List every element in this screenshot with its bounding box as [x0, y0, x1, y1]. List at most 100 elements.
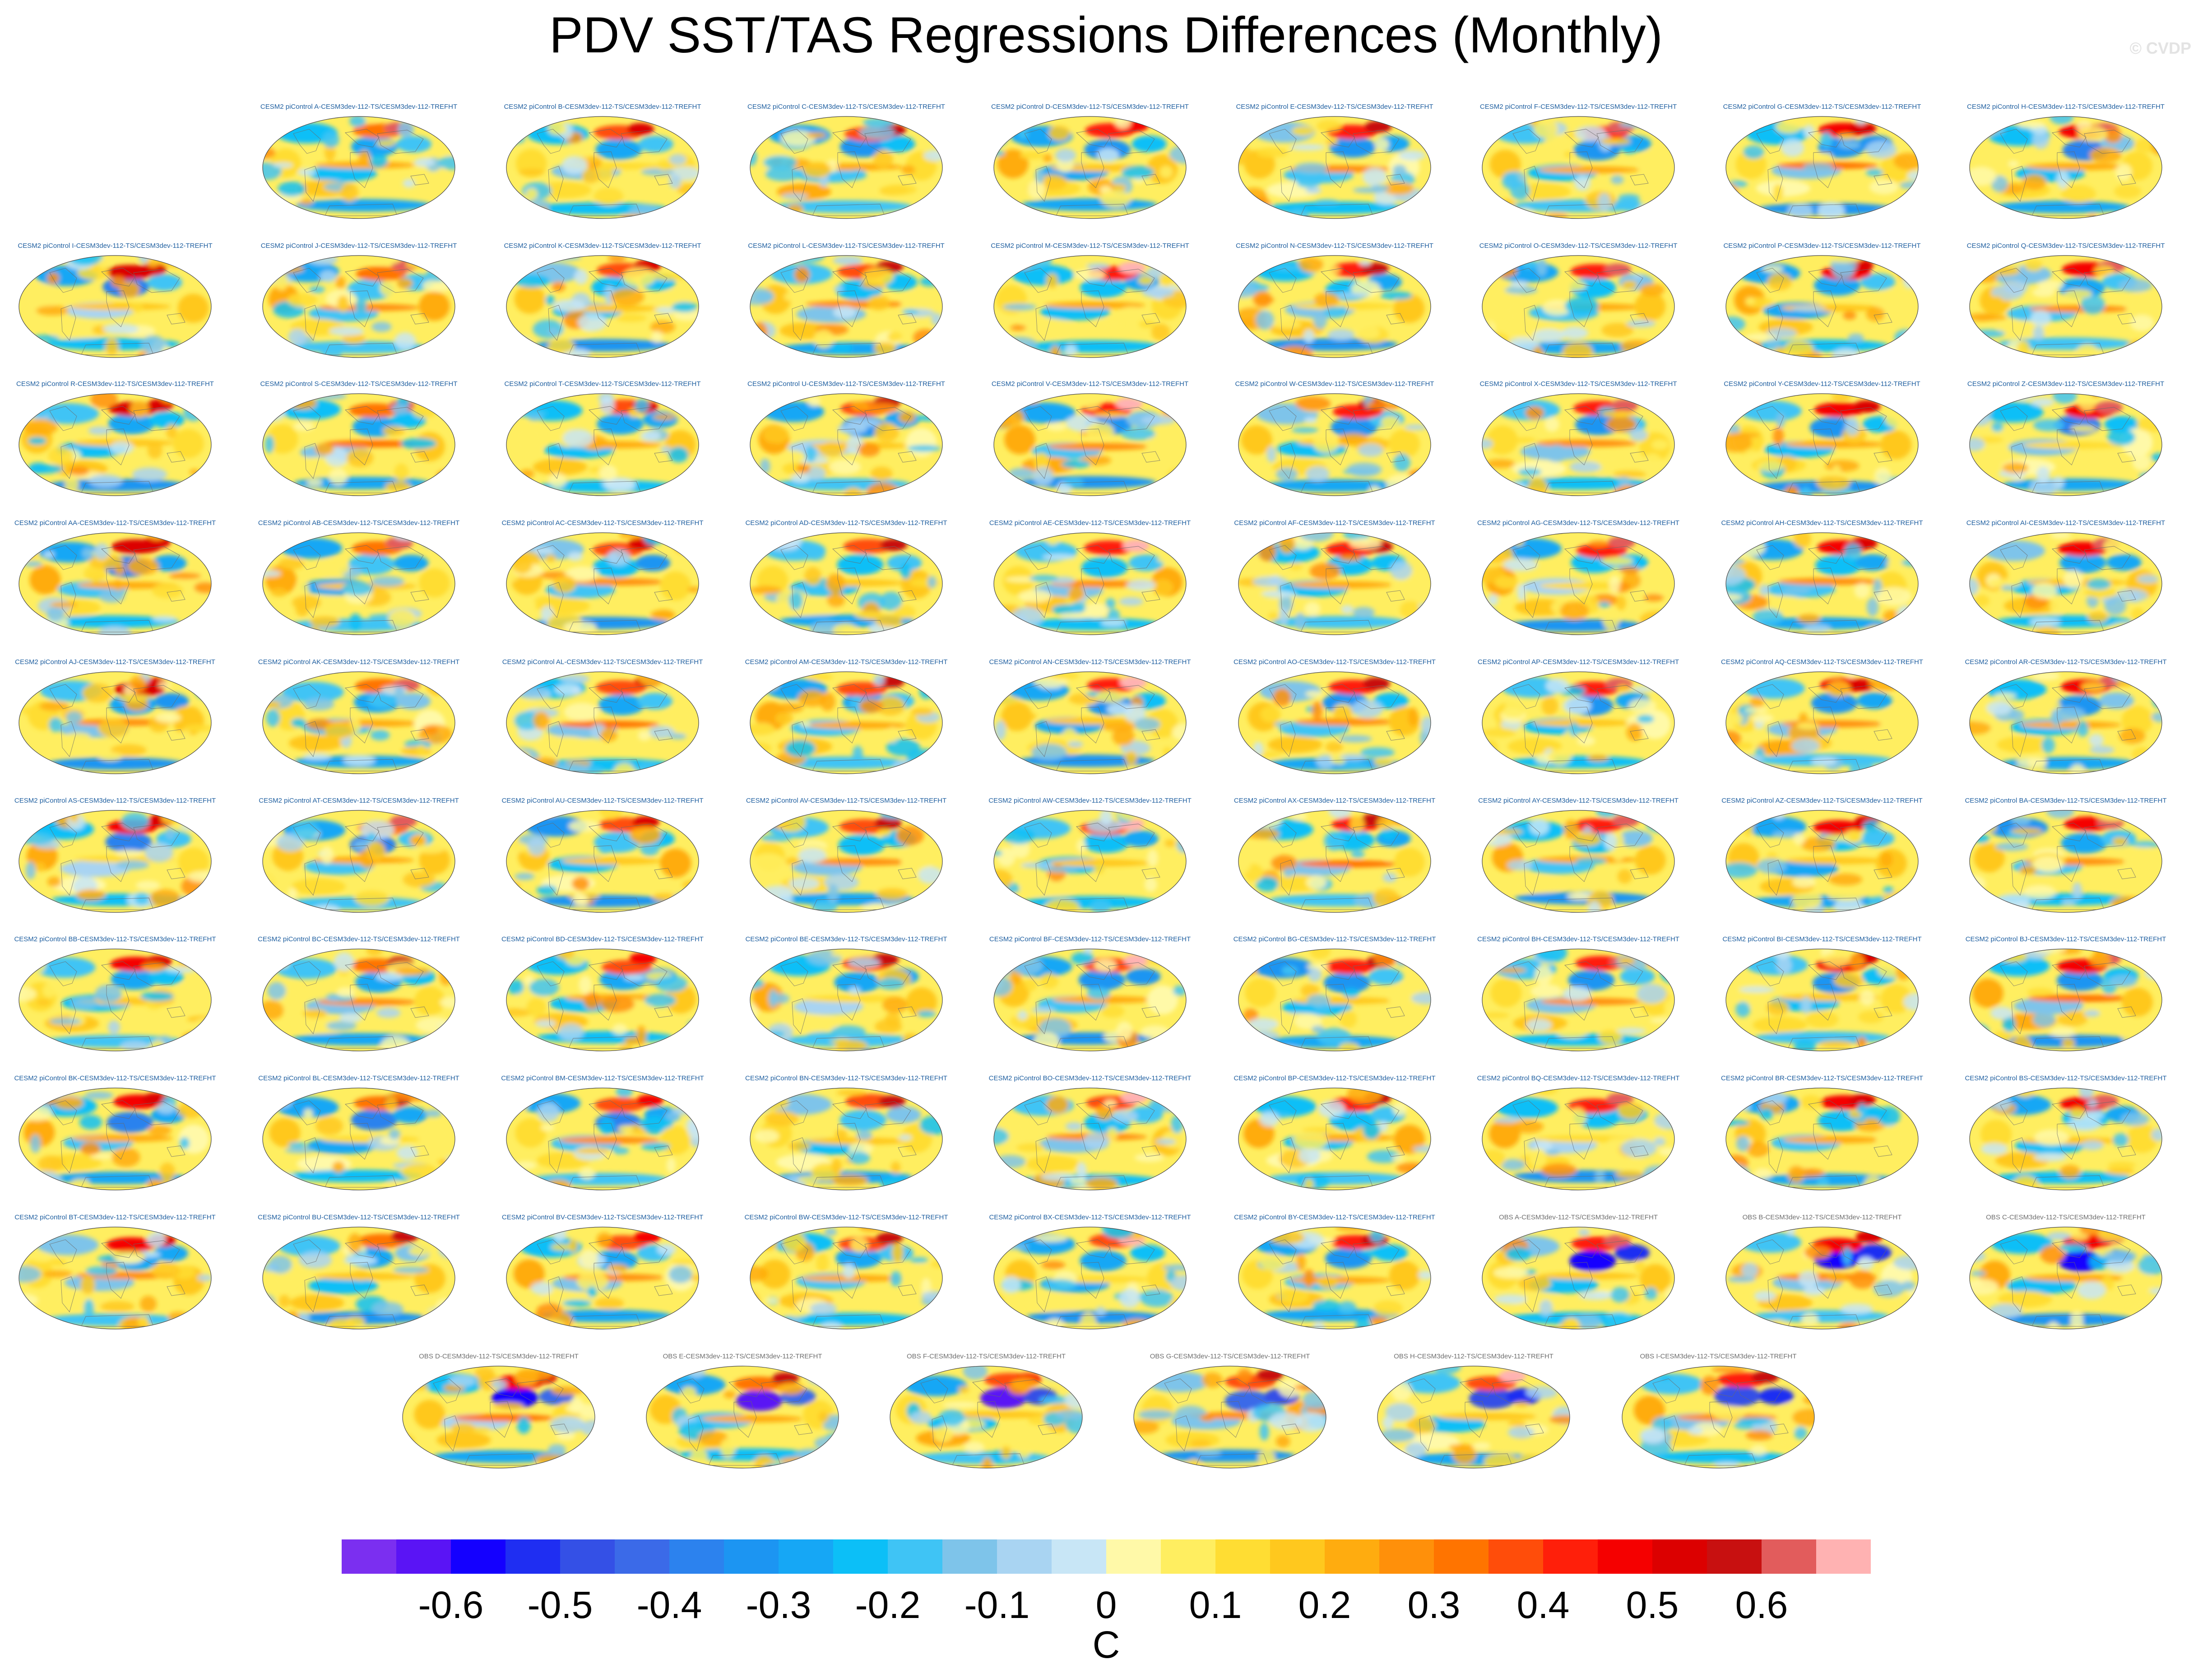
- map-panel: CESM2 piControl BN-CESM3dev-112-TS/CESM3…: [740, 1074, 952, 1205]
- panel-title: CESM2 piControl BB-CESM3dev-112-TS/CESM3…: [14, 935, 216, 943]
- panel-title: CESM2 piControl AO-CESM3dev-112-TS/CESM3…: [1234, 658, 1436, 666]
- panel-title: CESM2 piControl BI-CESM3dev-112-TS/CESM3…: [1722, 935, 1922, 943]
- panel-title: CESM2 piControl G-CESM3dev-112-TS/CESM3d…: [1723, 103, 1921, 111]
- map-panel: CESM2 piControl AN-CESM3dev-112-TS/CESM3…: [984, 658, 1196, 789]
- map-panel: OBS G-CESM3dev-112-TS/CESM3dev-112-TREFH…: [1124, 1353, 1336, 1483]
- map-panel: CESM2 piControl U-CESM3dev-112-TS/CESM3d…: [740, 380, 952, 511]
- regression-map: [646, 1366, 839, 1469]
- regression-map: [402, 1366, 595, 1469]
- colorbar-swatch: [342, 1539, 396, 1574]
- regression-map: [262, 532, 455, 635]
- panel-title: CESM2 piControl BG-CESM3dev-112-TS/CESM3…: [1233, 935, 1436, 943]
- map-panel: CESM2 piControl AP-CESM3dev-112-TS/CESM3…: [1472, 658, 1684, 789]
- map-panel: CESM2 piControl C-CESM3dev-112-TS/CESM3d…: [740, 103, 952, 234]
- panel-title: CESM2 piControl U-CESM3dev-112-TS/CESM3d…: [747, 380, 945, 388]
- panel-title: CESM2 piControl AZ-CESM3dev-112-TS/CESM3…: [1721, 797, 1923, 804]
- map-panel: CESM2 piControl G-CESM3dev-112-TS/CESM3d…: [1716, 103, 1928, 234]
- regression-map: [262, 1227, 455, 1330]
- map-panel: CESM2 piControl BT-CESM3dev-112-TS/CESM3…: [9, 1213, 221, 1344]
- regression-map: [19, 1227, 212, 1330]
- map-panel: OBS I-CESM3dev-112-TS/CESM3dev-112-TREFH…: [1612, 1353, 1824, 1483]
- colorbar-swatch: [1652, 1539, 1707, 1574]
- panel-title: CESM2 piControl AF-CESM3dev-112-TS/CESM3…: [1234, 519, 1435, 527]
- map-panel: CESM2 piControl BA-CESM3dev-112-TS/CESM3…: [1960, 797, 2172, 928]
- panel-title: OBS D-CESM3dev-112-TS/CESM3dev-112-TREFH…: [419, 1353, 579, 1360]
- panel-title: CESM2 piControl BS-CESM3dev-112-TS/CESM3…: [1965, 1074, 2167, 1082]
- map-panel: CESM2 piControl AX-CESM3dev-112-TS/CESM3…: [1229, 797, 1441, 928]
- colorbar-tick-label: 0.2: [1298, 1584, 1351, 1626]
- map-panel: CESM2 piControl D-CESM3dev-112-TS/CESM3d…: [984, 103, 1196, 234]
- panel-title: CESM2 piControl AG-CESM3dev-112-TS/CESM3…: [1477, 519, 1679, 527]
- map-panel: OBS H-CESM3dev-112-TS/CESM3dev-112-TREFH…: [1368, 1353, 1580, 1483]
- regression-map: [19, 255, 212, 358]
- regression-map: [262, 1088, 455, 1190]
- panel-title: CESM2 piControl AN-CESM3dev-112-TS/CESM3…: [989, 658, 1191, 666]
- map-panel: CESM2 piControl AY-CESM3dev-112-TS/CESM3…: [1472, 797, 1684, 928]
- regression-map: [993, 810, 1187, 913]
- map-panel: CESM2 piControl X-CESM3dev-112-TS/CESM3d…: [1472, 380, 1684, 511]
- regression-map: [262, 116, 455, 219]
- panel-title: CESM2 piControl D-CESM3dev-112-TS/CESM3d…: [991, 103, 1189, 111]
- map-panel: CESM2 piControl B-CESM3dev-112-TS/CESM3d…: [496, 103, 709, 234]
- map-panel: CESM2 piControl BP-CESM3dev-112-TS/CESM3…: [1229, 1074, 1441, 1205]
- colorbar-swatch: [669, 1539, 724, 1574]
- panel-title: CESM2 piControl AC-CESM3dev-112-TS/CESM3…: [501, 519, 704, 527]
- colorbar-swatch: [1325, 1539, 1379, 1574]
- colorbar-tick-label: -0.6: [418, 1584, 484, 1626]
- map-panel: CESM2 piControl BV-CESM3dev-112-TS/CESM3…: [496, 1213, 709, 1344]
- map-panel: CESM2 piControl BM-CESM3dev-112-TS/CESM3…: [496, 1074, 709, 1205]
- regression-map: [1238, 532, 1431, 635]
- regression-map: [993, 671, 1187, 774]
- regression-map: [1725, 810, 1919, 913]
- panel-title: CESM2 piControl AQ-CESM3dev-112-TS/CESM3…: [1721, 658, 1923, 666]
- panel-title: OBS H-CESM3dev-112-TS/CESM3dev-112-TREFH…: [1394, 1353, 1554, 1360]
- panel-title: CESM2 piControl BT-CESM3dev-112-TS/CESM3…: [14, 1213, 216, 1221]
- regression-map: [750, 532, 943, 635]
- panel-title: CESM2 piControl AY-CESM3dev-112-TS/CESM3…: [1478, 797, 1679, 804]
- regression-map: [750, 1227, 943, 1330]
- map-panel: CESM2 piControl H-CESM3dev-112-TS/CESM3d…: [1960, 103, 2172, 234]
- regression-map: [1725, 116, 1919, 219]
- map-panel: CESM2 piControl BX-CESM3dev-112-TS/CESM3…: [984, 1213, 1196, 1344]
- map-panel: CESM2 piControl BJ-CESM3dev-112-TS/CESM3…: [1960, 935, 2172, 1066]
- panel-title: CESM2 piControl AJ-CESM3dev-112-TS/CESM3…: [15, 658, 215, 666]
- regression-map: [262, 671, 455, 774]
- regression-map: [993, 1227, 1187, 1330]
- map-panel: CESM2 piControl BR-CESM3dev-112-TS/CESM3…: [1716, 1074, 1928, 1205]
- panel-title: CESM2 piControl AV-CESM3dev-112-TS/CESM3…: [746, 797, 947, 804]
- colorbar-swatch: [997, 1539, 1052, 1574]
- map-panel: CESM2 piControl AJ-CESM3dev-112-TS/CESM3…: [9, 658, 221, 789]
- panel-title: CESM2 piControl Z-CESM3dev-112-TS/CESM3d…: [1967, 380, 2165, 388]
- panel-title: CESM2 piControl A-CESM3dev-112-TS/CESM3d…: [260, 103, 458, 111]
- regression-map: [262, 255, 455, 358]
- regression-map: [506, 671, 699, 774]
- panel-title: CESM2 piControl AL-CESM3dev-112-TS/CESM3…: [502, 658, 703, 666]
- colorbar-swatch: [505, 1539, 560, 1574]
- regression-map: [750, 671, 943, 774]
- map-panel: CESM2 piControl AV-CESM3dev-112-TS/CESM3…: [740, 797, 952, 928]
- panel-title: CESM2 piControl C-CESM3dev-112-TS/CESM3d…: [747, 103, 945, 111]
- regression-map: [1133, 1366, 1326, 1469]
- map-panel: CESM2 piControl AW-CESM3dev-112-TS/CESM3…: [984, 797, 1196, 928]
- regression-map: [506, 1088, 699, 1190]
- panel-title: CESM2 piControl AM-CESM3dev-112-TS/CESM3…: [745, 658, 948, 666]
- colorbar-swatch: [833, 1539, 888, 1574]
- map-panel: OBS F-CESM3dev-112-TS/CESM3dev-112-TREFH…: [880, 1353, 1092, 1483]
- colorbar-tick-label: 0.5: [1626, 1584, 1679, 1626]
- regression-map: [1482, 810, 1675, 913]
- panel-title: CESM2 piControl S-CESM3dev-112-TS/CESM3d…: [260, 380, 458, 388]
- regression-map: [506, 532, 699, 635]
- colorbar-swatch: [1816, 1539, 1871, 1574]
- regression-map: [750, 1088, 943, 1190]
- panel-title: CESM2 piControl AX-CESM3dev-112-TS/CESM3…: [1234, 797, 1436, 804]
- regression-map: [750, 116, 943, 219]
- colorbar-swatch: [1161, 1539, 1215, 1574]
- map-panel: CESM2 piControl BY-CESM3dev-112-TS/CESM3…: [1229, 1213, 1441, 1344]
- map-panel: CESM2 piControl K-CESM3dev-112-TS/CESM3d…: [496, 242, 709, 373]
- regression-map: [1482, 393, 1675, 496]
- map-panel: CESM2 piControl AF-CESM3dev-112-TS/CESM3…: [1229, 519, 1441, 650]
- panel-title: CESM2 piControl AT-CESM3dev-112-TS/CESM3…: [259, 797, 459, 804]
- regression-map: [1969, 393, 2162, 496]
